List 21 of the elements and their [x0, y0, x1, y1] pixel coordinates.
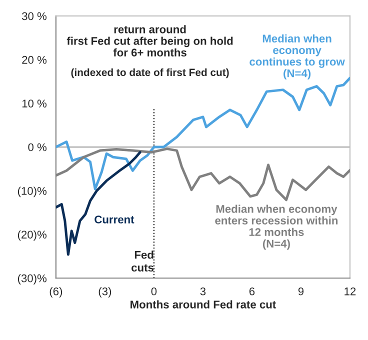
y-tick-label: 20 %: [22, 56, 47, 64]
x-tick-label: 9: [298, 287, 304, 296]
x-tick-label: (3): [98, 287, 112, 298]
y-tick-label: (10)%: [18, 186, 47, 198]
x-tick-label: (6): [50, 287, 62, 298]
text: (indexed to date of first Fed cut): [71, 68, 229, 78]
series-label: Median when economy enters recession within 12 months (N=4): [215, 204, 338, 250]
x-tick-label: 12: [344, 287, 356, 296]
y-tick-label: 0 %: [28, 143, 47, 152]
x-axis-title: Months around Fed rate cut: [130, 300, 276, 308]
ref-line-label: Fed cuts: [132, 250, 154, 272]
series-label: Median when economy continues to grow (N=4): [250, 34, 345, 80]
y-tick-label: 30 %: [22, 12, 47, 20]
y-tick-label: 10 %: [22, 100, 47, 108]
series-label: Current: [94, 216, 134, 224]
y-tick-label: (20)%: [18, 230, 47, 241]
text: return around first Fed cut after being on hold for 6+ months: [66, 25, 233, 56]
x-tick-label: 3: [200, 287, 206, 296]
x-tick-label: 6: [249, 287, 255, 296]
x-tick-label: 0: [151, 287, 157, 296]
y-tick-label: (30)%: [18, 274, 47, 284]
